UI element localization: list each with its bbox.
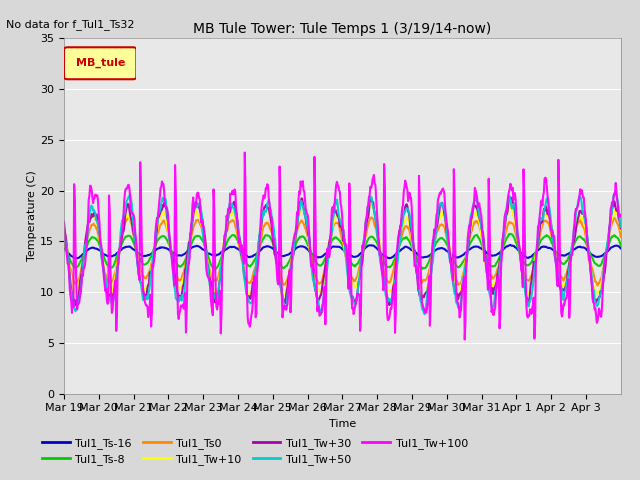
Y-axis label: Temperature (C): Temperature (C) xyxy=(28,170,37,262)
Title: MB Tule Tower: Tule Temps 1 (3/19/14-now): MB Tule Tower: Tule Temps 1 (3/19/14-now… xyxy=(193,22,492,36)
Legend: Tul1_Ts-16, Tul1_Ts-8, Tul1_Ts0, Tul1_Tw+10, Tul1_Tw+30, Tul1_Tw+50, Tul1_Tw+100: Tul1_Ts-16, Tul1_Ts-8, Tul1_Ts0, Tul1_Tw… xyxy=(38,433,472,469)
X-axis label: Time: Time xyxy=(329,419,356,429)
Text: No data for f_Tul1_Ts32: No data for f_Tul1_Ts32 xyxy=(6,19,135,30)
